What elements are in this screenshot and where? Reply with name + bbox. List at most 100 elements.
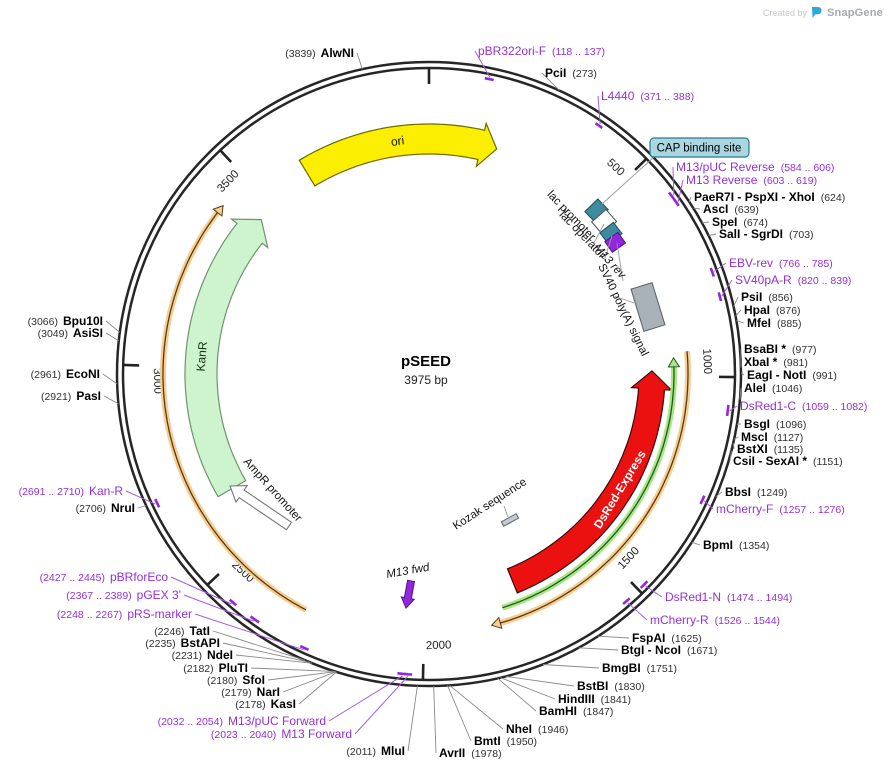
enzyme-site-label[interactable]: BtgI - NcoI (1671) [621,643,717,657]
enzyme-site-label[interactable]: BmtI (1950) [474,734,537,748]
enzyme-leader-line [733,296,739,307]
primer-annealing-mark [622,597,631,605]
enzyme-leader-line [500,677,556,700]
enzyme-site-label[interactable]: BbsI (1249) [725,485,787,499]
primer-leader-line [677,179,684,202]
enzyme-site-label[interactable]: BsaBI * (977) [744,342,817,356]
primer-annealing-mark [404,672,413,676]
enzyme-site-label[interactable]: EagI - NotI (991) [747,368,837,382]
enzyme-leader-line [578,647,619,651]
primer-label[interactable]: (2248 .. 2267) pRS-marker [57,607,192,621]
enzyme-leader-line [356,52,363,70]
enzyme-leader-line [433,685,437,754]
enzyme-site-label[interactable]: PsiI (856) [741,290,793,304]
primer-label[interactable]: EBV-rev (766 .. 785) [729,256,833,270]
primer-leader-line [328,675,403,722]
primer-label[interactable]: (2691 .. 2710) Kan-R [19,484,124,498]
enzyme-site-label[interactable]: (2011) MluI [346,744,405,758]
primer-label[interactable]: (2427 .. 2445) pBRforEco [40,570,169,584]
enzyme-site-label[interactable]: (2231) NdeI [172,648,233,662]
enzyme-site-label[interactable]: BmgBI (1751) [602,661,677,675]
primer-leader-line [645,585,663,598]
enzyme-site-label[interactable]: CsiI - SexAI * (1151) [733,454,843,468]
primer-label[interactable]: DsRed1-N (1474 .. 1494) [665,590,792,604]
enzyme-leader-line [105,320,121,333]
kanr-feature-label: KanR [194,341,210,372]
cap-binding-site-label[interactable]: CAP binding site [649,137,750,158]
enzyme-leader-line [505,675,575,687]
primer-label[interactable]: L4440 (371 .. 388) [601,89,694,103]
enzyme-site-label[interactable]: PciI (273) [545,66,597,80]
enzyme-site-label[interactable]: (2235) BstAPI [145,636,220,650]
enzyme-site-label[interactable]: AleI (1046) [744,381,802,395]
primer-label[interactable]: SV40pA-R (820 .. 839) [735,273,851,287]
primer-annealing-mark [299,644,310,651]
enzyme-leader-line [298,671,337,705]
kozak-sequence-box[interactable] [500,512,520,528]
enzyme-site-label[interactable]: MscI (1127) [741,430,803,444]
enzyme-leader-line [449,684,504,730]
enzyme-site-label[interactable]: BstBI (1830) [577,679,645,693]
primer-leader-line [194,613,304,651]
primer-leader-line [721,279,733,297]
enzyme-site-label[interactable]: SpeI (674) [712,215,768,229]
enzyme-leader-line [497,677,537,712]
enzyme-site-label[interactable]: (2246) TatI [154,624,210,638]
enzyme-site-label[interactable]: FspAI (1625) [632,631,702,645]
enzyme-site-label[interactable]: BpmI (1354) [703,538,769,552]
enzyme-site-label[interactable]: BsgI (1096) [744,417,806,431]
kanr-feature[interactable] [184,218,269,498]
dsred-express-feature[interactable] [506,370,674,594]
ampr-promoter-arrow[interactable] [229,485,293,531]
enzyme-site-label[interactable]: XbaI * (981) [744,355,808,369]
enzyme-site-label[interactable]: SalI - SgrDI (703) [719,227,814,241]
enzyme-leader-line [691,541,701,546]
enzyme-leader-line [739,387,742,400]
primer-label[interactable]: (2023 .. 2040) M13 Forward [211,727,352,741]
m13-fwd-arrow[interactable] [400,579,416,609]
enzyme-site-label[interactable]: AvrII (1978) [439,746,502,760]
tick-mark [634,157,648,171]
primer-label[interactable]: pBR322ori-F (118 .. 137) [478,44,605,58]
kozak-label: Kozak sequence [451,476,529,532]
enzyme-site-label[interactable]: (3066) Bpu10I [28,314,103,328]
primer-label[interactable]: DsRed1-C (1059 .. 1082) [740,399,867,413]
enzyme-site-label[interactable]: AscI (639) [703,202,759,216]
primer-label[interactable]: (2367 .. 2389) pGEX 3' [66,588,181,602]
sv40-polya-signal-box[interactable] [630,282,666,332]
primer-leader-line [125,490,156,505]
enzyme-site-label[interactable]: (2706) NruI [76,501,135,515]
enzyme-site-label[interactable]: (3839) AlwNI [285,46,354,60]
primer-label[interactable]: M13 Reverse (603 .. 619) [686,173,817,187]
enzyme-leader-line [732,443,735,450]
ori-feature[interactable] [298,121,498,187]
primer-label[interactable]: mCherry-R (1526 .. 1544) [650,613,780,627]
cap-binding-site-label-box[interactable] [649,137,750,158]
enzyme-site-label[interactable]: NheI (1946) [506,722,568,736]
enzyme-site-label[interactable]: (2179) NarI [221,685,280,699]
primer-label[interactable]: (2032 .. 2054) M13/pUC Forward [158,714,326,728]
enzyme-site-label[interactable]: (3049) AsiSI [38,326,103,340]
enzyme-site-label[interactable]: HindIII (1841) [558,692,631,706]
primer-annealing-mark [594,122,603,129]
enzyme-leader-line [736,320,745,324]
enzyme-leader-line [542,664,600,669]
enzyme-leader-line [137,505,147,509]
enzyme-site-label[interactable]: (2182) PluTI [183,661,248,675]
connector-line [593,223,605,244]
primer-leader-line [474,50,491,78]
primer-label[interactable]: mCherry-F (1257 .. 1276) [716,502,845,516]
enzyme-leader-line [733,436,739,440]
primer-label[interactable]: M13/pUC Reverse (584 .. 606) [676,160,834,174]
tick-label: 3500 [215,168,241,195]
enzyme-site-label[interactable]: HpaI (876) [744,303,801,317]
enzyme-site-label[interactable]: (2921) PasI [41,389,101,403]
enzyme-site-label[interactable]: BamHI (1847) [539,704,613,718]
enzyme-site-label[interactable]: (2180) SfoI [207,673,265,687]
enzyme-leader-line [701,221,710,224]
enzyme-site-label[interactable]: (2961) EcoNI [31,367,100,381]
enzyme-site-label[interactable]: (2178) KasI [235,697,296,711]
enzyme-site-label[interactable]: MfeI (885) [747,316,802,330]
enzyme-site-label[interactable]: BstXI (1135) [737,442,803,456]
enzyme-site-label[interactable]: PaeR7I - PspXI - XhoI (624) [694,190,845,204]
